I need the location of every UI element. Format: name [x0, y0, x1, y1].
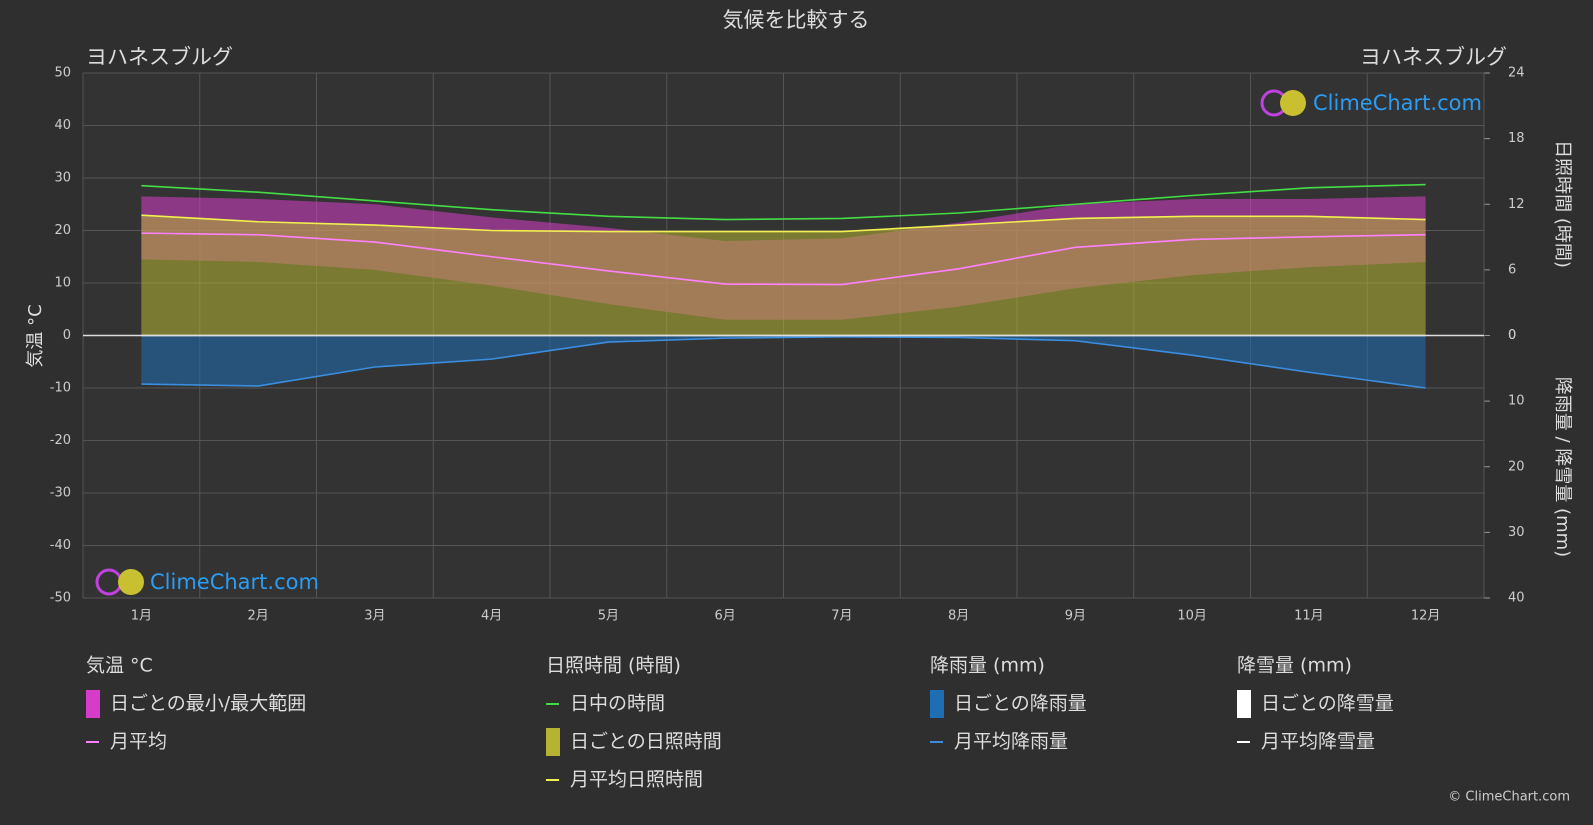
y3-tick-label: 0 [1508, 328, 1516, 343]
watermark-top: ClimeChart.com [1260, 89, 1482, 117]
legend-title: 降雨量 (mm) [930, 655, 1045, 677]
x-tick-label: 4月 [481, 609, 502, 624]
line [141, 336, 1426, 389]
x-tick-label: 5月 [598, 609, 619, 624]
line [141, 214, 1426, 233]
watermark-bottom: ClimeChart.com [95, 568, 319, 596]
y2-tick-label: 6 [1508, 262, 1516, 277]
location-left: ヨハネスブルグ [86, 45, 233, 69]
legend-swatch [86, 690, 100, 718]
line [141, 232, 1426, 286]
legend-title: 日照時間 (時間) [546, 655, 681, 677]
y3-axis-title: 降雨量 / 降雪量 (mm) [1552, 377, 1573, 557]
legend-swatch [1237, 690, 1251, 718]
y-tick-label: 30 [54, 171, 71, 186]
y-tick-label: 0 [63, 328, 71, 343]
y-tick-label: 50 [54, 66, 71, 81]
legend-label: 日ごとの日照時間 [570, 731, 722, 753]
x-tick-label: 2月 [247, 609, 268, 624]
watermark-text: ClimeChart.com [150, 570, 319, 594]
chart-title: 気候を比較する [723, 8, 870, 32]
y2-tick-label: 12 [1508, 197, 1525, 212]
legend-label: 月平均降雪量 [1261, 731, 1375, 753]
y2-axis-title: 日照時間 (時間) [1552, 140, 1573, 268]
legend-label: 日中の時間 [570, 693, 665, 715]
x-tick-label: 1月 [131, 609, 152, 624]
location-right: ヨハネスブルグ [1360, 45, 1507, 69]
area [141, 215, 1426, 336]
legend-label: 日ごとの降雪量 [1261, 693, 1394, 715]
copyright: © ClimeChart.com [1448, 790, 1570, 805]
legend-title: 気温 °C [86, 655, 153, 677]
y3-tick-label: 20 [1508, 459, 1525, 474]
plot: -50-40-30-20-100102030405006121824010203… [50, 66, 1525, 791]
x-tick-label: 10月 [1177, 609, 1207, 624]
x-tick-label: 12月 [1411, 609, 1441, 624]
y3-tick-label: 10 [1508, 394, 1525, 409]
y-tick-label: -20 [50, 433, 71, 448]
x-tick-label: 9月 [1065, 609, 1086, 624]
y2-tick-label: 0 [1508, 328, 1516, 343]
legend-swatch [546, 728, 560, 756]
y2-tick-label: 24 [1508, 66, 1525, 81]
y-tick-label: -50 [50, 591, 71, 606]
y3-tick-label: 30 [1508, 525, 1525, 540]
x-tick-label: 11月 [1294, 609, 1324, 624]
legend-label: 日ごとの降雨量 [954, 693, 1087, 715]
y2-tick-label: 18 [1508, 131, 1525, 146]
x-tick-label: 3月 [364, 609, 385, 624]
y3-tick-label: 40 [1508, 591, 1525, 606]
legend-label: 月平均日照時間 [570, 769, 703, 791]
y-tick-label: 20 [54, 223, 71, 238]
y-tick-label: -30 [50, 486, 71, 501]
x-tick-label: 7月 [831, 609, 852, 624]
x-tick-label: 8月 [948, 609, 969, 624]
x-tick-label: 6月 [714, 609, 735, 624]
y-tick-label: 40 [54, 118, 71, 133]
y-axis-title: 気温 °C [25, 304, 46, 367]
watermark-text: ClimeChart.com [1313, 91, 1482, 115]
line [141, 183, 1426, 221]
legend-title: 降雪量 (mm) [1237, 655, 1352, 677]
area [141, 335, 1426, 388]
legend-swatch [930, 690, 944, 718]
legend-label: 日ごとの最小/最大範囲 [110, 693, 306, 715]
y-tick-label: 10 [54, 276, 71, 291]
y-tick-label: -40 [50, 538, 71, 553]
y-tick-label: -10 [50, 381, 71, 396]
legend-label: 月平均降雨量 [954, 731, 1068, 753]
legend-label: 月平均 [110, 731, 167, 753]
